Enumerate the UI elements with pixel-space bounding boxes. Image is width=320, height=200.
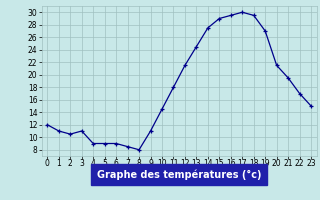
X-axis label: Graphe des températures (°c): Graphe des températures (°c) (97, 169, 261, 180)
